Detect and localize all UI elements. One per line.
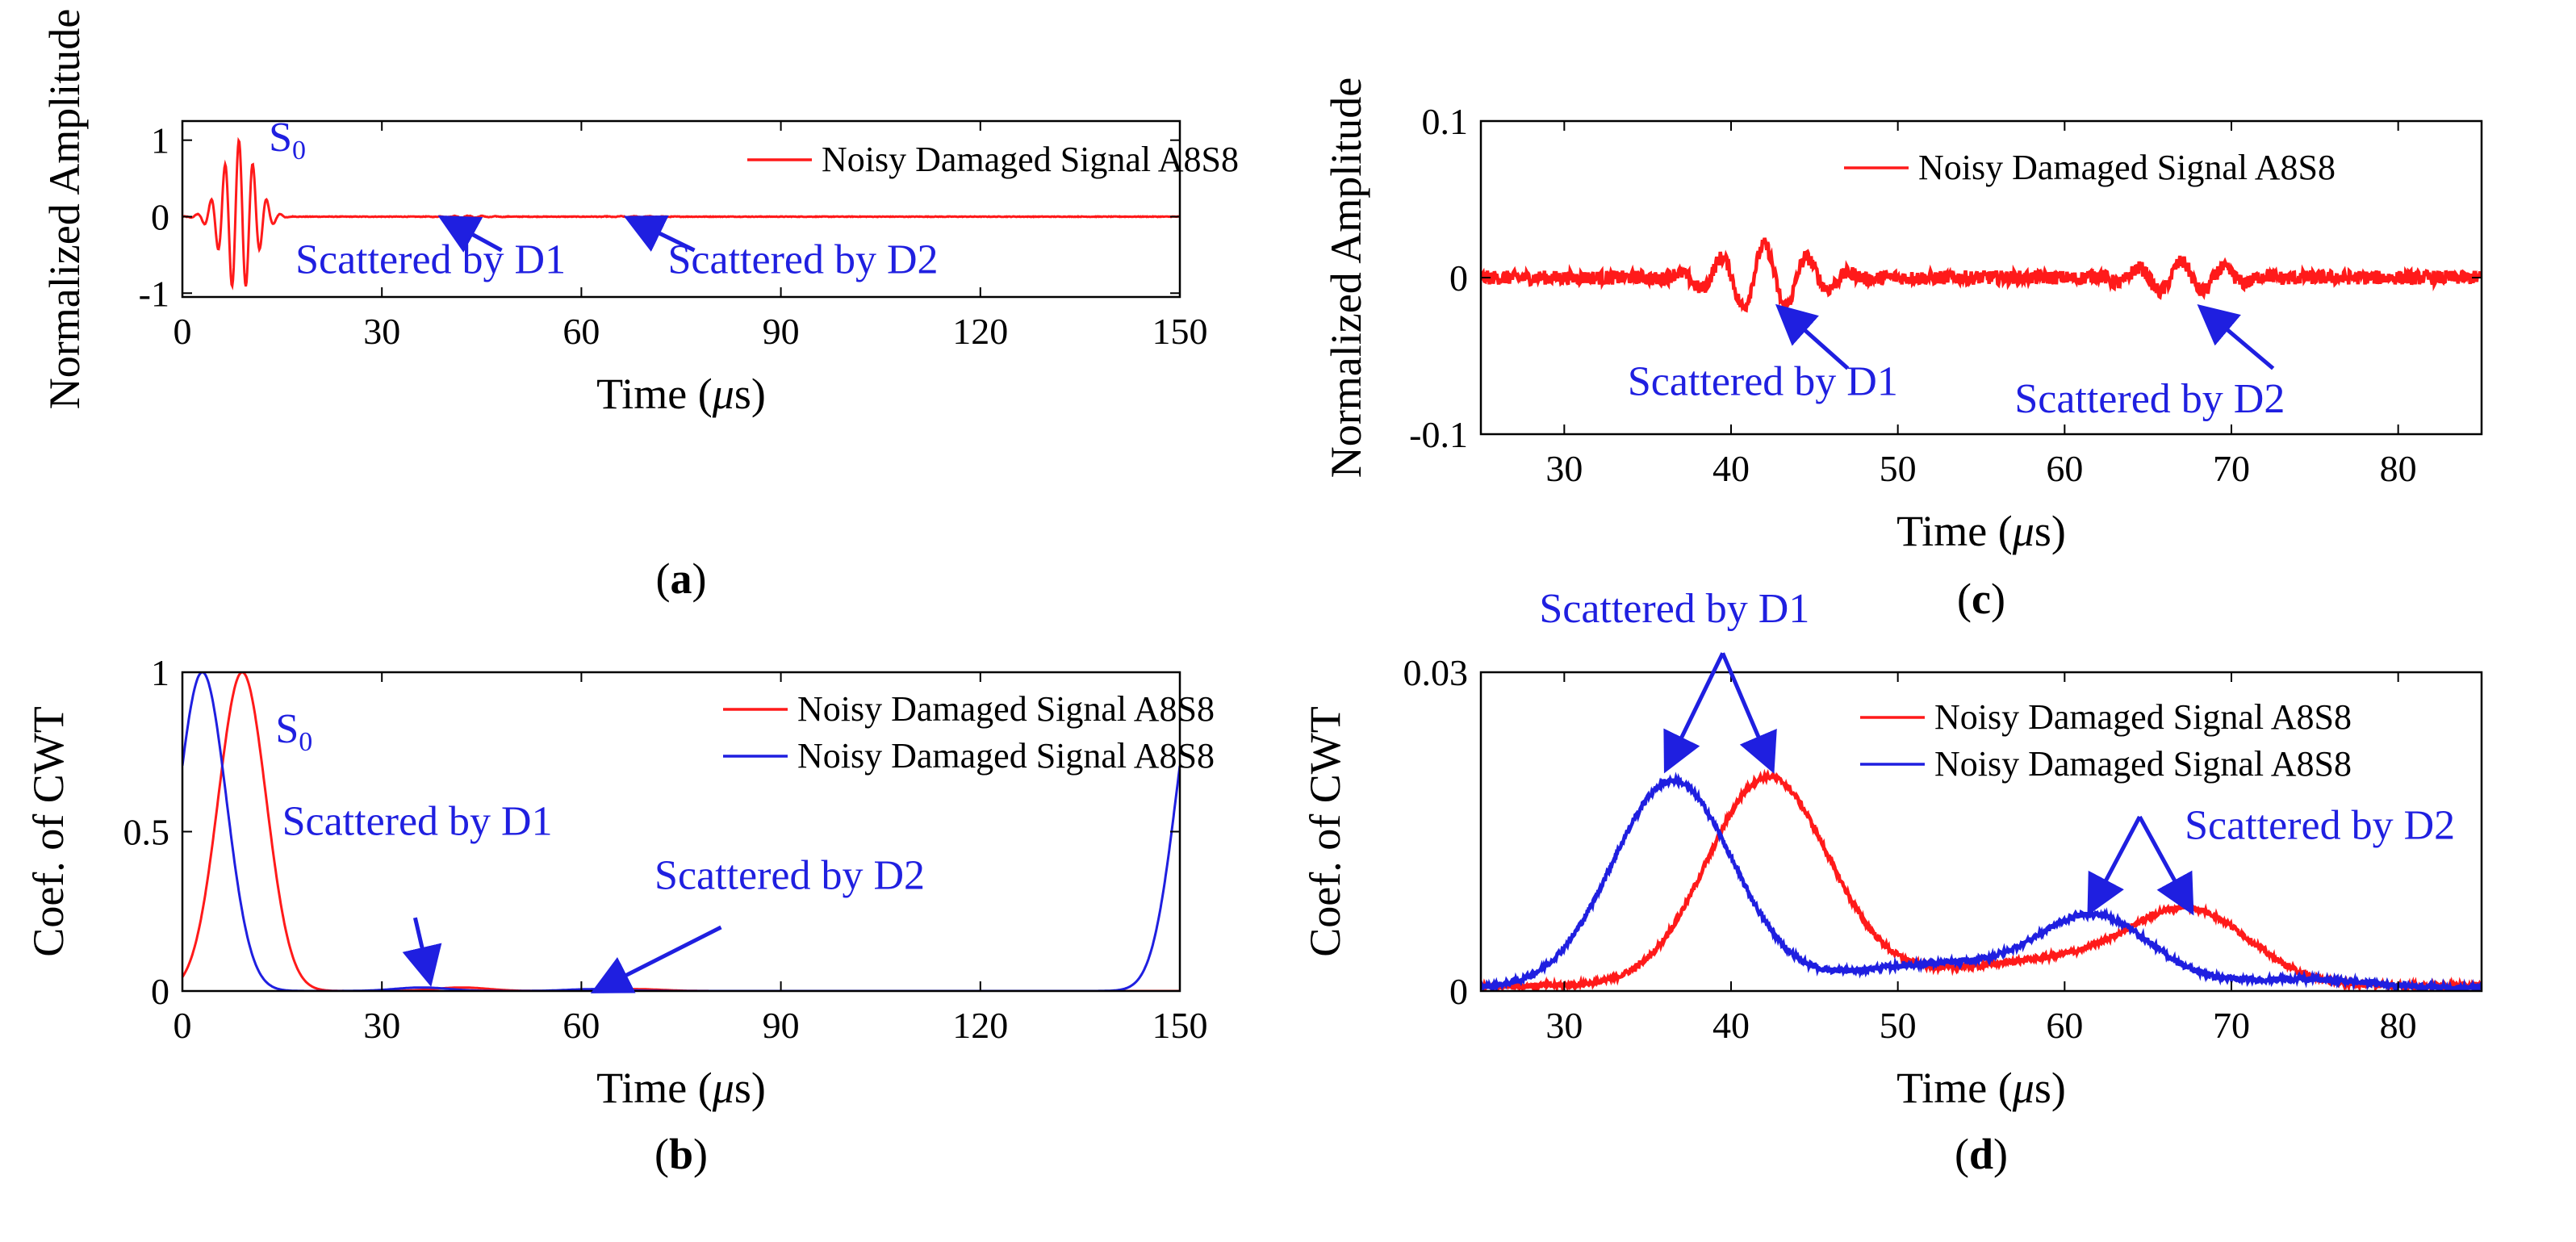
x-tick-label-d-1: 40 [1712,1005,1750,1046]
y-tick-label-c-0: -0.1 [1409,414,1468,455]
x-tick-label-a-4: 120 [952,311,1008,352]
annotation-b-2: Scattered by D2 [654,853,925,899]
x-tick-label-b-5: 150 [1152,1005,1208,1046]
panel-d: 30 40 50 60 70 80 0 0.03 Time (μs) Coef. of CWT No… [1301,586,2483,1178]
subplot-label-b: (b) [654,1130,708,1178]
annotation-arrow-b-1-0 [402,917,442,987]
x-tick-label-c-4: 70 [2213,448,2250,489]
series-line-d-1 [1481,772,2482,991]
x-tick-label-d-0: 30 [1545,1005,1583,1046]
annotation-arrow-d-0-0 [1663,652,1725,774]
x-tick-label-b-4: 120 [952,1005,1008,1046]
y-axis-label-d: Coef. of CWT [1301,706,1349,956]
x-tick-label-a-5: 150 [1152,311,1208,352]
y-axis-label-a: Normalized Amplitude [40,9,89,409]
annotation-arrow-a-2-0 [623,215,696,253]
x-tick-label-a-3: 90 [763,311,800,352]
annotation-d-0: Scattered by D1 [1539,586,1809,632]
x-tick-label-c-3: 60 [2046,448,2083,489]
y-tick-label-d-1: 0.03 [1403,652,1469,693]
y-tick-label-b-1: 0.5 [123,812,170,853]
annotation-a-2: Scattered by D2 [668,237,939,283]
annotation-d-1: Scattered by D2 [2185,803,2455,849]
x-axis-label-b: Time (μs) [596,1064,766,1112]
x-tick-label-d-2: 50 [1880,1005,1917,1046]
annotation-arrow-c-0-0 [1775,303,1850,370]
annotation-c-0: Scattered by D1 [1628,359,1898,405]
subplot-label-a: (a) [656,554,707,603]
y-tick-label-d-0: 0 [1449,971,1468,1012]
y-tick-label-b-2: 1 [151,652,169,693]
y-tick-label-a-1: 0 [151,196,169,237]
x-tick-label-a-1: 30 [363,311,400,352]
axes-box-d [1479,671,2483,993]
x-tick-label-c-0: 30 [1545,448,1583,489]
x-tick-label-b-3: 90 [763,1005,800,1046]
x-axis-label-d: Time (μs) [1896,1064,2066,1112]
x-tick-label-b-0: 0 [174,1005,192,1046]
annotation-arrow-a-1-0 [437,215,503,253]
legend-label-b-1: Noisy Damaged Signal A8S8 [797,736,1215,776]
annotation-c-1: Scattered by D2 [2014,376,2285,422]
y-axis-label-c: Normalized Amplitude [1322,77,1370,478]
legend-label-c-0: Noisy Damaged Signal A8S8 [1918,148,2336,187]
x-axis-label-c: Time (μs) [1896,507,2066,555]
series-line-c-0 [1481,237,2482,319]
legend-label-a-0: Noisy Damaged Signal A8S8 [822,140,1239,179]
annotation-a-1: Scattered by D1 [295,237,566,283]
x-tick-label-b-2: 60 [562,1005,600,1046]
x-tick-label-c-2: 50 [1880,448,1917,489]
y-tick-label-a-0: -1 [139,273,169,314]
legend-label-d-0: Noisy Damaged Signal A8S8 [1934,697,2352,737]
x-tick-label-a-0: 0 [174,311,192,352]
x-tick-label-c-5: 80 [2380,448,2417,489]
legend-label-b-0: Noisy Damaged Signal A8S8 [797,689,1215,729]
x-tick-label-d-4: 70 [2213,1005,2250,1046]
x-tick-label-b-1: 30 [363,1005,400,1046]
annotation-b-0: S0 [275,706,312,757]
y-tick-label-c-2: 0.1 [1422,101,1469,142]
x-tick-label-d-5: 80 [2380,1005,2417,1046]
annotation-arrow-d-1-1 [2138,815,2194,916]
annotation-b-1: Scattered by D1 [282,798,553,844]
x-tick-label-d-3: 60 [2046,1005,2083,1046]
subplot-label-c: (c) [1957,575,2005,623]
series-line-a-0 [182,136,1180,291]
y-tick-label-b-0: 0 [151,971,169,1012]
annotation-arrow-d-1-0 [2087,815,2142,916]
annotation-arrow-c-1-0 [2197,303,2275,370]
y-tick-label-a-2: 1 [151,120,169,161]
axes-box-a [181,119,1181,299]
x-tick-label-c-1: 40 [1712,448,1750,489]
x-axis-label-a: Time (μs) [596,370,766,418]
annotation-a-0: S0 [269,115,306,165]
panel-c: 30 40 50 60 70 80 -0.1 0 0.1 Time (μs) Normalized … [1322,77,2483,623]
annotation-arrow-d-0-1 [1721,652,1777,774]
y-tick-label-c-1: 0 [1449,257,1468,299]
panel-b: 0 30 60 90 120 150 0 0.5 1 Time (μs) Coef. of CWT N… [24,652,1215,1178]
x-tick-label-a-2: 60 [562,311,600,352]
annotation-arrow-b-2-0 [590,925,722,993]
y-axis-label-b: Coef. of CWT [24,706,73,956]
subplot-label-d: (d) [1955,1130,2008,1178]
legend-label-d-1: Noisy Damaged Signal A8S8 [1934,744,2352,784]
